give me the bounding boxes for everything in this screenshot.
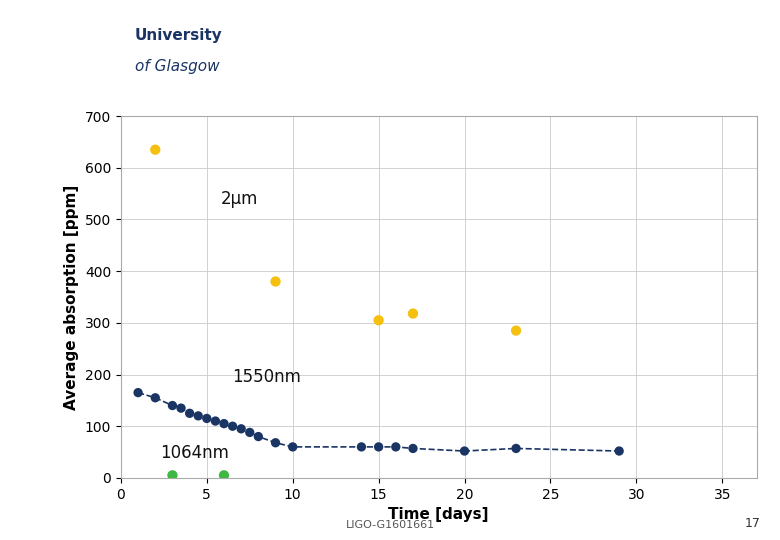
Point xyxy=(372,443,385,451)
Point xyxy=(243,428,256,437)
Point xyxy=(149,394,161,402)
Point xyxy=(218,419,230,428)
Text: 17: 17 xyxy=(745,517,760,530)
Point xyxy=(235,424,247,433)
Point xyxy=(166,471,179,480)
Point xyxy=(226,422,239,430)
Point xyxy=(406,444,419,453)
Text: different wavelengths: different wavelengths xyxy=(352,59,647,83)
Point xyxy=(166,401,179,410)
Point xyxy=(183,409,196,417)
Point xyxy=(286,443,299,451)
Point xyxy=(613,447,626,455)
Point xyxy=(355,443,367,451)
Text: 2μm: 2μm xyxy=(221,190,258,208)
Point xyxy=(389,443,402,451)
Point xyxy=(209,417,222,426)
Point xyxy=(269,438,282,447)
Point xyxy=(218,471,230,480)
Point xyxy=(406,309,419,318)
Point xyxy=(149,145,161,154)
Point xyxy=(132,388,144,397)
Text: LIGO-G1601661: LIGO-G1601661 xyxy=(346,520,434,530)
Y-axis label: Average absorption [ppm]: Average absorption [ppm] xyxy=(64,184,80,410)
Point xyxy=(459,447,471,455)
Point xyxy=(192,411,204,420)
Point xyxy=(269,277,282,286)
Text: University: University xyxy=(135,29,222,43)
Text: of Glasgow: of Glasgow xyxy=(135,59,219,73)
Point xyxy=(372,316,385,325)
Point xyxy=(510,444,523,453)
Text: 1550nm: 1550nm xyxy=(232,368,301,386)
Point xyxy=(200,414,213,423)
Point xyxy=(510,326,523,335)
X-axis label: Time [days]: Time [days] xyxy=(388,507,489,522)
Text: 1064nm: 1064nm xyxy=(161,444,229,462)
Point xyxy=(175,404,187,413)
Text: The bond absorption measurement –: The bond absorption measurement – xyxy=(254,21,744,45)
Point xyxy=(252,432,264,441)
